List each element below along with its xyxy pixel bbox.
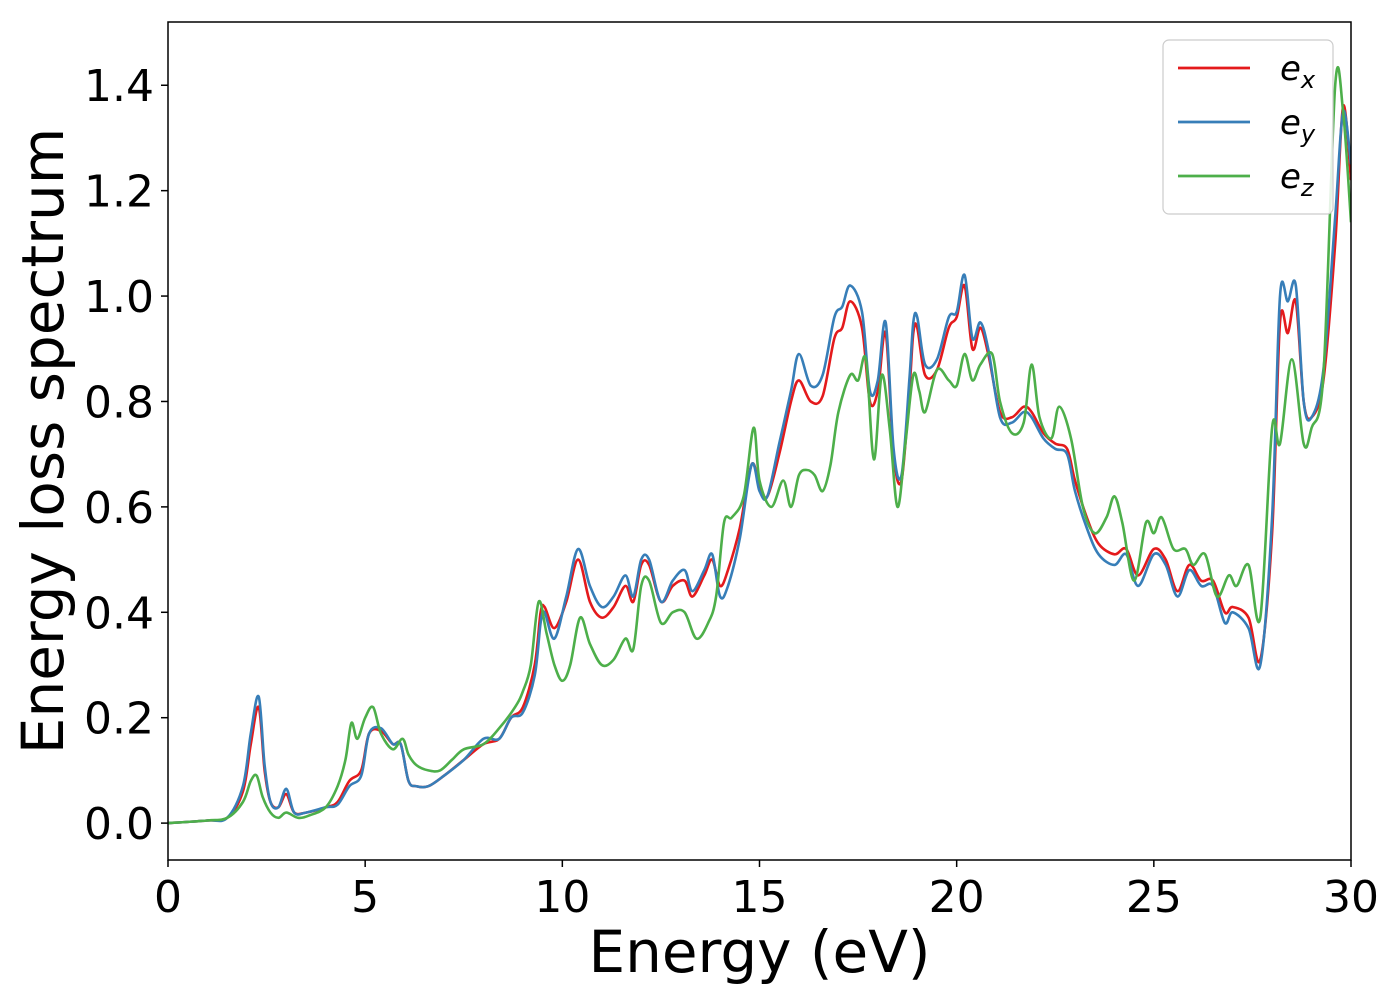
x-tick-label: 25: [1126, 872, 1182, 923]
y-tick-label: 0.2: [84, 694, 154, 745]
legend-box: [1162, 39, 1334, 215]
legend-label-ez: ez: [1280, 157, 1315, 202]
series-line-ez: [168, 66, 1351, 825]
y-tick-label: 0.0: [84, 799, 154, 850]
x-tick-label: 30: [1323, 872, 1379, 923]
y-tick-label: 0.4: [84, 588, 154, 639]
legend-label-base: e: [1280, 157, 1301, 197]
x-tick-label: 0: [154, 872, 182, 923]
x-tick-label: 5: [351, 872, 379, 923]
x-tick-label: 20: [929, 872, 985, 923]
y-tick-label: 1.4: [84, 61, 154, 112]
y-tick-label: 0.6: [84, 483, 154, 534]
series-line-ey: [168, 109, 1351, 825]
legend-label-base: e: [1280, 49, 1301, 89]
x-tick-label: 15: [732, 872, 788, 923]
legend-label-subscript: z: [1300, 174, 1315, 202]
legend-label-subscript: y: [1300, 120, 1316, 148]
x-tick-label: 10: [534, 872, 590, 923]
legend-label-ey: ey: [1280, 103, 1316, 148]
x-axis-title: Energy (eV): [588, 918, 930, 986]
legend-label-subscript: x: [1300, 66, 1316, 94]
y-tick-label: 0.8: [84, 377, 154, 428]
plot-frame: [167, 21, 1352, 861]
legend-label-base: e: [1280, 103, 1301, 143]
legend-label-ex: ex: [1280, 49, 1316, 94]
y-tick-label: 1.2: [84, 167, 154, 218]
plot-area: [168, 66, 1351, 825]
axis-ticks: 0 5 10 15 20 25 30 0.0 0.2 0.4 0.6 0.8 1.0 1.2 1.4: [84, 61, 1379, 923]
y-axis-title: Energy loss spectrum: [9, 128, 77, 754]
y-tick-label: 1.0: [84, 272, 154, 323]
